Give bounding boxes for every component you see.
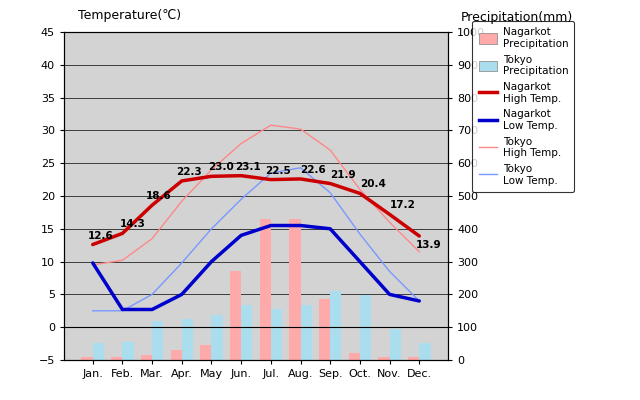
Bar (301, 305, 312, 360)
Text: 22.6: 22.6 (301, 165, 326, 175)
Text: 18.6: 18.6 (146, 191, 172, 201)
Bar (182, 319, 193, 360)
Text: 12.6: 12.6 (88, 231, 114, 241)
Text: Temperature(℃): Temperature(℃) (78, 9, 181, 22)
Bar (111, 357, 122, 360)
Text: 22.5: 22.5 (265, 166, 291, 176)
Text: 20.4: 20.4 (360, 180, 386, 190)
Text: 14.3: 14.3 (120, 220, 145, 230)
Bar (289, 219, 301, 360)
Text: 23.1: 23.1 (236, 162, 261, 172)
Bar (349, 354, 360, 360)
Bar (408, 357, 419, 360)
Legend: Nagarkot
Precipitation, Tokyo
Precipitation, Nagarkot
High Temp., Nagarkot
Low T: Nagarkot Precipitation, Tokyo Precipitat… (472, 21, 575, 192)
Text: 17.2: 17.2 (390, 200, 415, 210)
Bar (378, 357, 390, 360)
Bar (390, 330, 401, 360)
Bar (271, 310, 282, 360)
Text: 22.3: 22.3 (176, 167, 202, 177)
Bar (93, 343, 104, 360)
Bar (260, 219, 271, 360)
Bar (170, 350, 182, 360)
Bar (241, 305, 252, 360)
Bar (200, 345, 211, 360)
Text: 23.0: 23.0 (209, 162, 234, 172)
Bar (330, 291, 342, 360)
Bar (230, 272, 241, 360)
Bar (152, 321, 163, 360)
Bar (81, 357, 93, 360)
Bar (419, 343, 431, 360)
Text: Precipitation(mm): Precipitation(mm) (461, 11, 573, 24)
Bar (360, 295, 371, 360)
Bar (319, 299, 330, 360)
Bar (141, 355, 152, 360)
Bar (211, 315, 223, 360)
Bar (122, 342, 134, 360)
Text: 21.9: 21.9 (330, 170, 356, 180)
Text: 13.9: 13.9 (416, 240, 442, 250)
